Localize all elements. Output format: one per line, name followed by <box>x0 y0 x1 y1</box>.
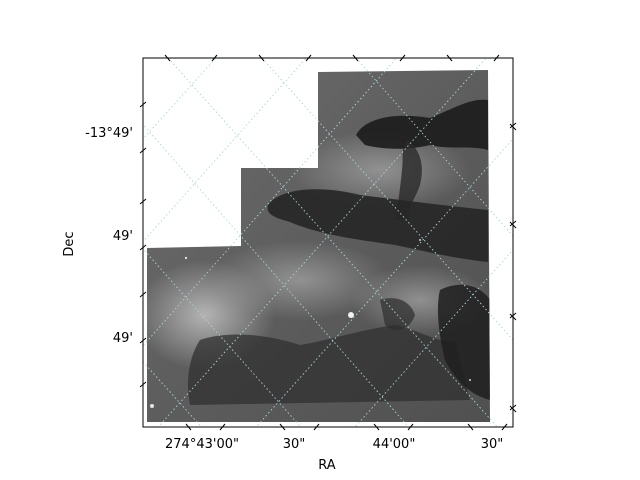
x-tick-label: 30" <box>283 437 306 452</box>
y-axis-label: Dec <box>62 231 77 256</box>
x-tick-label: 274°43'00" <box>165 437 239 452</box>
nebula-image <box>147 70 490 422</box>
coordinate-grid <box>143 58 513 427</box>
y-tick-label: 49' <box>113 229 133 244</box>
y-tick-label: 49' <box>113 331 133 346</box>
x-tick-label: 30" <box>481 437 504 452</box>
x-tick-labels: 274°43'00" 30" 44'00" 30" <box>165 437 503 452</box>
tick-marks <box>139 54 517 431</box>
y-tick-label: -13°49' <box>85 126 133 141</box>
x-tick-label: 44'00" <box>373 437 416 452</box>
x-axis-label: RA <box>318 458 336 473</box>
y-tick-labels: -13°49' 49' 49' <box>85 126 133 346</box>
axes-frame <box>142 57 514 428</box>
